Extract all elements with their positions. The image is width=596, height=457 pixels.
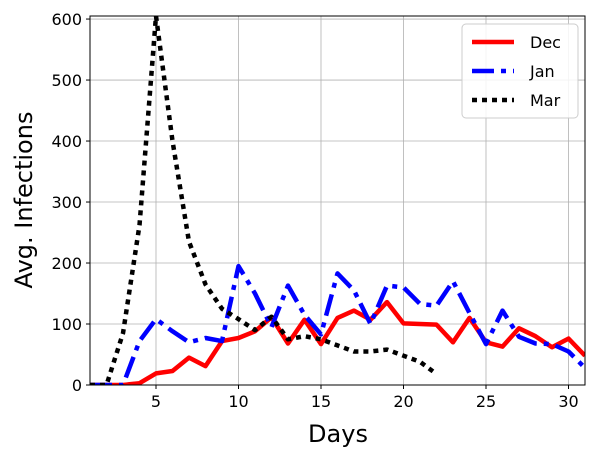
series-group bbox=[90, 16, 585, 385]
y-tick-label: 300 bbox=[51, 193, 82, 212]
y-tick-label: 400 bbox=[51, 132, 82, 151]
series-line-dec bbox=[90, 299, 585, 385]
x-tick-label: 25 bbox=[476, 392, 496, 411]
x-tick-label: 20 bbox=[393, 392, 413, 411]
series-line-mar bbox=[90, 16, 438, 385]
legend-label-jan: Jan bbox=[529, 62, 555, 81]
x-tick-label: 15 bbox=[311, 392, 331, 411]
ticks bbox=[86, 18, 569, 389]
plot-frame bbox=[89, 15, 586, 386]
x-tick-label: 5 bbox=[151, 392, 161, 411]
grid bbox=[90, 16, 585, 386]
y-tick-label: 100 bbox=[51, 315, 82, 334]
y-tick-label: 600 bbox=[51, 10, 82, 29]
series-line-jan bbox=[90, 263, 585, 385]
legend-frame bbox=[461, 23, 579, 119]
y-tick-label: 0 bbox=[72, 376, 82, 395]
y-tick-label: 200 bbox=[51, 254, 82, 273]
y-axis-title: Avg. Infections bbox=[10, 112, 38, 289]
x-tick-label: 10 bbox=[228, 392, 248, 411]
x-axis-title: Days bbox=[308, 420, 368, 448]
legend-label-dec: Dec bbox=[530, 33, 561, 52]
x-tick-label: 30 bbox=[558, 392, 578, 411]
legend: Dec Jan Mar bbox=[461, 23, 579, 119]
legend-label-mar: Mar bbox=[530, 91, 561, 110]
y-tick-label: 500 bbox=[51, 71, 82, 90]
